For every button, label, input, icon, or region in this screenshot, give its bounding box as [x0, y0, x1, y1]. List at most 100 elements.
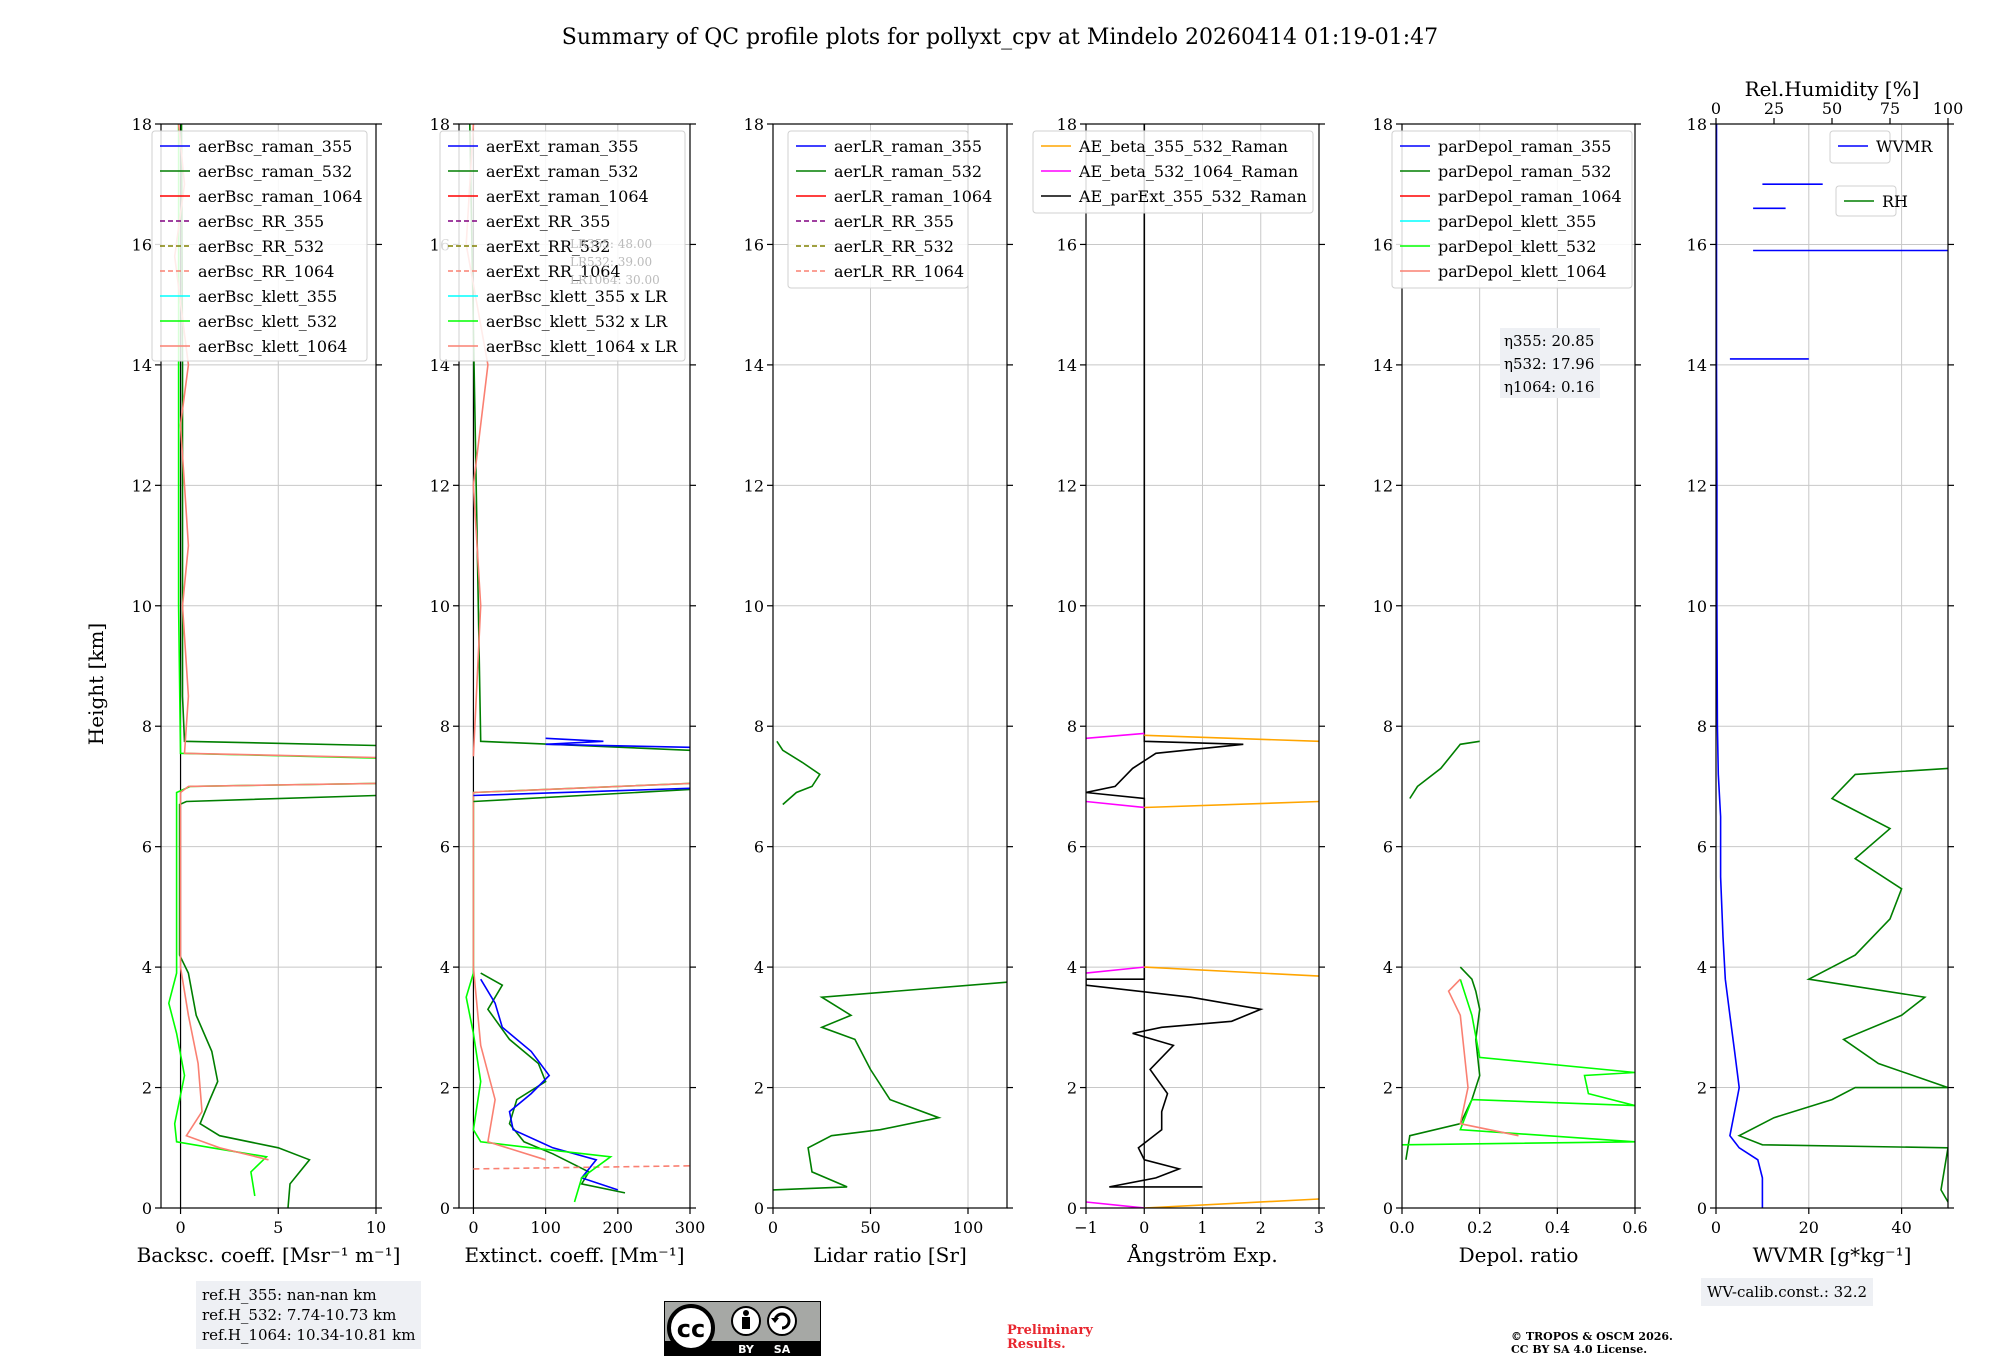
- series-aerBsc_klett_532: [167, 782, 376, 1197]
- x-tick-label: 2: [1256, 1218, 1266, 1237]
- series-aerExt_raman_355: [473, 787, 690, 797]
- y-tick-label: 0: [440, 1199, 450, 1218]
- y-tick-label: 12: [1687, 476, 1707, 495]
- series-AE_beta_532_1064_Raman: [1086, 732, 1145, 740]
- legend-label: parDepol_raman_355: [1438, 137, 1611, 156]
- x-tick-label: 5: [273, 1218, 283, 1237]
- y-tick-label: 4: [1383, 958, 1393, 977]
- y-tick-label: 18: [1687, 115, 1707, 134]
- y-tick-label: 8: [142, 717, 152, 736]
- series-group: [1402, 740, 1635, 1160]
- copyright-line-1: © TROPOS & OSCM 2026.: [1511, 1330, 1673, 1343]
- y-tick-label: 0: [1067, 1199, 1077, 1218]
- y-tick-label: 2: [142, 1079, 152, 1098]
- y-tick-label: 8: [1067, 717, 1077, 736]
- y-tick-label: 8: [1383, 717, 1393, 736]
- ref-height-532: ref.H_532: 7.74-10.73 km: [202, 1306, 397, 1324]
- y-tick-label: 10: [1687, 597, 1707, 616]
- legend-label: aerLR_raman_355: [834, 137, 982, 156]
- y-tick-label: 0: [1697, 1199, 1707, 1218]
- series-parDepol_raman_532: [1405, 966, 1481, 1160]
- preliminary-note: Preliminary Results.: [1007, 1324, 1093, 1352]
- x2-tick-label: 0: [1711, 99, 1721, 118]
- y-tick-label: 6: [1067, 838, 1077, 857]
- x-tick-label: 0.4: [1545, 1218, 1570, 1237]
- x-tick-label: 0.2: [1467, 1218, 1492, 1237]
- x-axis-label: Extinct. coeff. [Mm⁻¹]: [464, 1243, 684, 1267]
- legend: WVMR: [1829, 130, 1933, 164]
- legend-label: aerLR_raman_1064: [834, 187, 992, 206]
- legend: aerLR_raman_355 aerLR_raman_532 aerLR_rama…: [787, 130, 992, 289]
- y-tick-label: 12: [1373, 476, 1393, 495]
- legend-label: parDepol_raman_1064: [1438, 187, 1622, 206]
- legend-label: aerBsc_klett_1064 x LR: [486, 337, 678, 356]
- y-tick-label: 8: [754, 717, 764, 736]
- x2-tick-label: 50: [1822, 99, 1842, 118]
- series-parDepol_raman_532: [1409, 740, 1480, 799]
- series-parDepol_klett_532: [1402, 978, 1635, 1146]
- preliminary-line-1: Preliminary: [1007, 1323, 1093, 1338]
- series-AE_beta_355_532_Raman: [1144, 800, 1319, 809]
- x-tick-label: 100: [530, 1218, 561, 1237]
- legend-label: aerLR_RR_1064: [834, 262, 964, 281]
- y-tick-label: 8: [1697, 717, 1707, 736]
- x-tick-label: −1: [1074, 1218, 1098, 1237]
- y-tick-label: 16: [1373, 235, 1393, 254]
- x-tick-label: 20: [1799, 1218, 1819, 1237]
- eta-box: η355: 20.85 η532: 17.96 η1064: 0.16: [1500, 328, 1600, 398]
- legend-box: [1032, 130, 1314, 214]
- x-tick-label: 0: [1711, 1218, 1721, 1237]
- legend-box: [439, 130, 686, 362]
- legend-label: aerBsc_klett_355: [198, 287, 337, 306]
- x-tick-label: 0: [175, 1218, 185, 1237]
- eta-value: η1064: 0.16: [1504, 378, 1594, 396]
- legend-label: AE_beta_532_1064_Raman: [1078, 162, 1298, 181]
- y-tick-label: 10: [744, 597, 764, 616]
- y-tick-label: 2: [754, 1079, 764, 1098]
- legend-label: parDepol_klett_1064: [1438, 262, 1607, 281]
- legend-label: aerExt_raman_1064: [486, 187, 649, 206]
- series-AE_parExt_355_532_Raman: [1086, 124, 1264, 1188]
- axes-frame: [1401, 123, 1636, 1209]
- series-AE_beta_355_532_Raman: [1144, 966, 1319, 977]
- lidar-ratio-note: LR355: 48.00: [570, 237, 652, 251]
- legend-box: [151, 130, 368, 362]
- x-axis-label: Lidar ratio [Sr]: [813, 1243, 967, 1267]
- x2-tick-label: 25: [1764, 99, 1784, 118]
- y-tick-label: 10: [430, 597, 450, 616]
- legend-label: aerExt_RR_532: [486, 237, 610, 256]
- x-tick-label: 0.6: [1622, 1218, 1647, 1237]
- legend-box: [787, 130, 969, 289]
- x-axis-label: Depol. ratio: [1459, 1243, 1579, 1267]
- legend-label: aerBsc_klett_355 x LR: [486, 287, 668, 306]
- series-AE_beta_532_1064_Raman: [1086, 1201, 1145, 1208]
- y-tick-label: 0: [142, 1199, 152, 1218]
- y-tick-label: 18: [744, 115, 764, 134]
- legend-label: RH: [1882, 192, 1908, 211]
- x-tick-label: 100: [953, 1218, 984, 1237]
- legend-label: aerBsc_raman_1064: [198, 187, 363, 206]
- legend-label: aerLR_RR_355: [834, 212, 954, 231]
- y-tick-label: 6: [142, 838, 152, 857]
- x-axis-label: WVMR [g*kg⁻¹]: [1753, 1243, 1912, 1267]
- x-tick-label: 0: [768, 1218, 778, 1237]
- axes-frame: [160, 123, 377, 1209]
- y-tick-label: 16: [1687, 235, 1707, 254]
- series-aerLR_raman_532: [776, 740, 821, 806]
- series-aerBsc_raman_532: [178, 794, 376, 1208]
- series-aerExt_raman_532: [480, 972, 626, 1194]
- y-axis-label: Height [km]: [84, 623, 108, 745]
- panel-5: 0 2 4 6 8 10 12 14 16 18 0.0 0.2 0.4 0.6 Depol. ratio p…: [1373, 115, 1648, 1267]
- legend-box: [1829, 130, 1891, 164]
- y-tick-label: 12: [1057, 476, 1077, 495]
- y-tick-label: 2: [440, 1079, 450, 1098]
- y-tick-label: 14: [1373, 356, 1393, 375]
- ref-height-1064: ref.H_1064: 10.34-10.81 km: [202, 1326, 416, 1344]
- x-tick-label: 200: [603, 1218, 634, 1237]
- preliminary-line-2: Results.: [1007, 1337, 1066, 1352]
- y-tick-label: 12: [744, 476, 764, 495]
- x-tick-label: 50: [860, 1218, 880, 1237]
- wv-calib-constant: WV-calib.const.: 32.2: [1707, 1283, 1868, 1301]
- y-tick-label: 12: [132, 476, 152, 495]
